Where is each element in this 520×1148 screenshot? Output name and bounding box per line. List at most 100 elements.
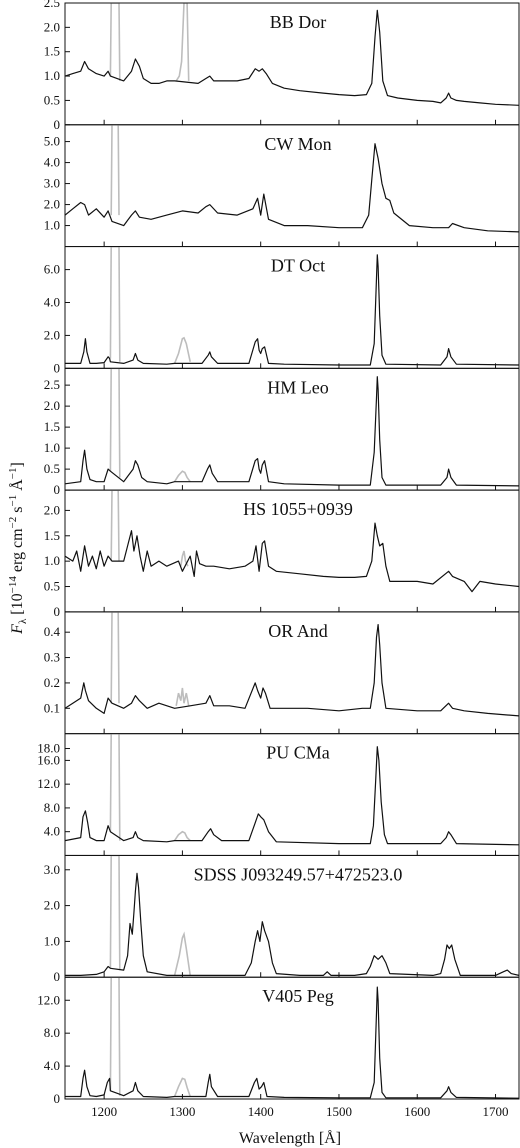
y-label-part-9: −1 [7,468,19,480]
grey-feature-7-1 [173,931,191,976]
y-tick-label-2-3: 6.0 [44,262,60,277]
spectrum-line-1 [65,143,519,233]
spectrum-line-4 [65,522,519,593]
y-tick-label-4-3: 1.5 [44,528,60,543]
y-tick-label-6-4: 18.0 [37,741,60,756]
panel-2: 0 2.0 4.0 6.0 DT Oct [44,246,520,375]
y-tick-label-7-0: 0 [54,969,61,984]
y-tick-label-3-3: 1.5 [44,419,60,434]
panels-layer: 0 0.5 1.0 1.5 2.0 2.5 BB Dor 1.0 2.0 3.0 4.0 5.0 CW … [37,0,520,1106]
grey-feature-6-1 [173,830,191,842]
panel-8: 0 4.0 8.0 12.0 V405 Peg [37,976,520,1106]
star-name-0: BB Dor [270,12,327,32]
y-tick-label-7-3: 3.0 [44,862,60,877]
y-label-part-5: −2 [7,517,19,529]
y-label-part-0: F [9,624,26,635]
y-tick-label-0-1: 0.5 [44,92,60,107]
grey-feature-0-0 [109,3,121,81]
y-tick-label-5-1: 0.2 [44,675,60,690]
spectrum-line-5 [65,624,519,717]
spectrum-line-7 [65,872,519,976]
x-tick-label-1: 1300 [169,1104,195,1119]
y-tick-label-3-0: 0 [54,482,61,497]
y-tick-label-2-2: 4.0 [44,295,60,310]
grey-feature-3-0 [109,368,121,478]
x-tick-label-4: 1600 [404,1104,430,1119]
y-label-part-1: λ [17,618,29,624]
y-tick-label-4-2: 1.0 [44,553,60,568]
y-label-part-6: s [9,507,26,517]
y-tick-label-0-5: 2.5 [44,0,60,10]
y-label-part-10: ] [9,462,26,467]
grey-feature-5-1 [175,687,190,706]
y-label-part-8: Å [8,479,26,495]
star-name-3: HM Leo [267,377,329,397]
grey-feature-1-0 [110,124,120,216]
star-name-1: CW Mon [264,134,331,154]
y-tick-label-0-0: 0 [54,117,61,132]
grey-feature-4-0 [110,490,120,562]
y-tick-label-4-0: 0 [54,604,61,619]
y-tick-label-3-4: 2.0 [44,398,60,413]
y-tick-label-2-1: 2.0 [44,327,60,342]
y-tick-label-7-1: 1.0 [44,933,60,948]
grey-feature-0-1 [175,3,190,82]
star-name-6: PU CMa [266,743,330,763]
spectrum-line-0 [65,9,519,106]
y-tick-label-4-4: 2.0 [44,502,60,517]
star-name-5: OR And [268,621,328,641]
grey-feature-5-0 [110,611,120,704]
spectrum-line-2 [65,254,519,366]
x-tick-label-0: 1200 [91,1104,117,1119]
panel-3: 0 0.5 1.0 1.5 2.0 2.5 HM Leo [44,367,520,497]
panel-7: 0 1.0 2.0 3.0 SDSS J093249.57+472523.0 [44,854,520,984]
star-name-8: V405 Peg [262,986,334,1006]
x-tick-label-2: 1400 [248,1104,274,1119]
y-tick-label-5-0: 0.1 [44,700,60,715]
y-label-part-4: erg cm [9,528,26,576]
y-label-part-7: −1 [7,495,19,507]
y-tick-label-2-0: 0 [54,360,61,375]
grey-feature-2-1 [173,336,191,364]
y-tick-label-1-0: 1.0 [44,218,60,233]
y-tick-label-3-2: 1.0 [44,440,60,455]
y-tick-label-5-2: 0.3 [44,650,60,665]
y-tick-label-3-5: 2.5 [44,377,60,392]
grey-feature-3-1 [173,470,191,483]
y-tick-label-3-1: 0.5 [44,461,60,476]
y-label-part-2: [10 [9,593,26,618]
x-tick-label-3: 1500 [326,1104,352,1119]
y-label-part-3: −14 [7,576,19,594]
x-axis: 1200 1300 1400 1500 1600 1700 [91,1104,508,1119]
y-tick-label-8-1: 4.0 [44,1058,60,1073]
y-tick-label-6-0: 4.0 [44,824,60,839]
y-tick-label-6-3: 16.0 [37,752,60,767]
grey-feature-2-0 [109,246,121,362]
panel-1: 1.0 2.0 3.0 4.0 5.0 CW Mon [44,124,520,248]
panel-0: 0 0.5 1.0 1.5 2.0 2.5 BB Dor [44,0,520,132]
y-tick-label-6-1: 8.0 [44,800,60,815]
y-tick-label-1-3: 4.0 [44,155,60,170]
grey-feature-7-0 [109,855,121,971]
grey-feature-8-1 [173,1077,191,1097]
spectrum-line-3 [65,376,519,487]
grey-feature-6-0 [109,733,121,841]
y-tick-label-8-3: 12.0 [37,992,60,1007]
y-tick-label-0-4: 2.0 [44,19,60,34]
x-tick-label-5: 1700 [483,1104,509,1119]
grey-feature-8-0 [109,977,121,1096]
panel-6: 4.0 8.0 12.0 16.018.0 PU CMa [37,733,520,856]
spectrum-line-6 [65,746,519,846]
y-tick-label-0-3: 1.5 [44,44,60,59]
y-axis-label: Fλ [10−14 erg cm−2 s−1 Å−1] [7,462,29,635]
y-tick-label-4-1: 0.5 [44,579,60,594]
y-tick-label-1-1: 2.0 [44,197,60,212]
y-tick-label-7-2: 2.0 [44,898,60,913]
y-tick-label-1-2: 3.0 [44,176,60,191]
y-tick-label-8-2: 8.0 [44,1025,60,1040]
y-tick-label-6-2: 12.0 [37,776,60,791]
y-tick-label-0-2: 1.0 [44,68,60,83]
spectrum-line-8 [65,986,519,1099]
x-axis-label: Wavelength [Å] [239,1129,341,1147]
